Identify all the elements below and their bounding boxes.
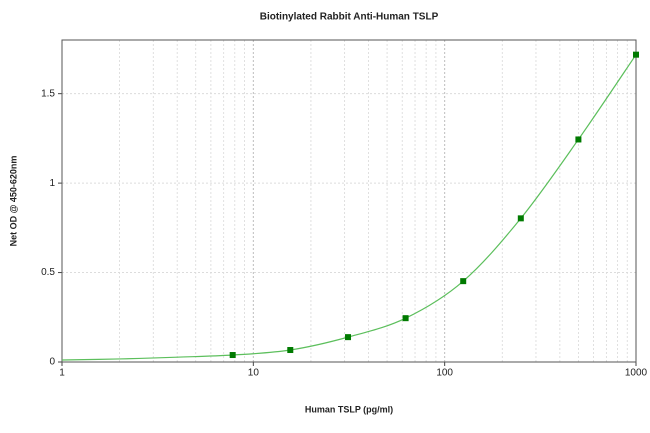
data-point [229,352,236,359]
data-point [287,347,294,354]
y-tick-label: 1 [49,178,55,189]
x-tick-label: 10 [248,368,260,379]
x-tick-label: 1 [59,368,65,379]
x-tick-label: 100 [436,368,453,379]
data-point [402,315,409,322]
plot-area [62,40,636,362]
y-tick-label: 0 [49,357,55,368]
x-tick-label: 1000 [625,368,648,379]
data-point [575,136,582,143]
y-axis-label: Net OD @ 450-620nm [8,156,18,247]
x-axis-label: Human TSLP (pg/ml) [305,404,393,414]
data-point [633,51,639,58]
fit-curve [61,54,637,361]
y-tick-label: 0.5 [41,267,55,278]
chart-title: Biotinylated Rabbit Anti-Human TSLP [260,12,439,23]
plot-frame [61,39,637,363]
data-point [460,278,467,285]
data-point [517,215,524,222]
y-tick-label: 1.5 [41,88,55,99]
data-point [345,334,352,341]
